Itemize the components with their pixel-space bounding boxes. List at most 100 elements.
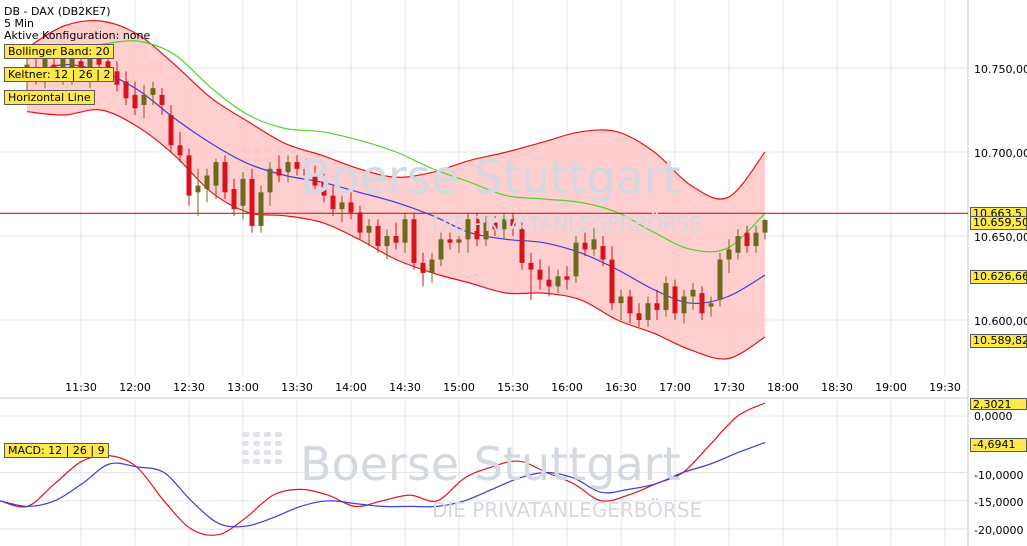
candle-body (303, 168, 309, 176)
candle-body (78, 61, 84, 72)
candle (537, 259, 543, 290)
middle-band-value: 10.626,66 (970, 270, 1027, 284)
candle-body (582, 242, 588, 250)
candle (465, 212, 471, 253)
candle-body (393, 236, 399, 243)
candle-body (618, 296, 624, 304)
candle-body (663, 283, 669, 310)
candle (177, 131, 183, 163)
candle (672, 279, 678, 320)
candle (564, 266, 570, 290)
time-tick: 12:30 (173, 381, 205, 394)
candle-body (681, 296, 687, 314)
watermark-logo-dot (275, 450, 282, 455)
bollinger-band-tag[interactable]: Bollinger Band: 20 (4, 44, 114, 59)
candle (600, 236, 606, 267)
candle (645, 296, 651, 327)
candle-body (717, 259, 723, 300)
candle-body (150, 88, 156, 95)
candle-body (672, 286, 678, 314)
candle (681, 289, 687, 324)
indicator-lines (0, 40, 968, 305)
candle-body (510, 219, 516, 226)
candle (591, 225, 597, 257)
candle (555, 269, 561, 294)
lower-band-value: 10.589,82 (970, 334, 1027, 348)
instrument-title: DB - DAX (DB2KE7) (4, 5, 111, 18)
candle-body (69, 57, 75, 72)
keltner-tag[interactable]: Keltner: 12 | 26 | 2 (4, 67, 115, 82)
macd-tick: -20,0000 (974, 524, 1024, 537)
candle-body (123, 81, 129, 99)
watermark-tagline: DIE PRIVATANLEGERBÖRSE (432, 212, 703, 236)
candle (573, 236, 579, 284)
candle-body (402, 219, 408, 243)
candle-body (87, 54, 93, 72)
time-tick: 15:00 (443, 381, 475, 394)
macd-tag[interactable]: MACD: 12 | 26 | 9 (4, 443, 109, 458)
candle-body (204, 175, 210, 189)
horizontal-line-tag[interactable]: Horizontal Line (4, 90, 95, 105)
candle (528, 252, 534, 300)
candle (474, 212, 480, 247)
candle-body (411, 219, 417, 263)
keltner-upper-line (100, 40, 766, 253)
macd-series (0, 402, 766, 536)
candlestick-series (24, 44, 768, 327)
watermark-brand: Boerse Stuttgart (300, 150, 681, 204)
candle-body (294, 162, 300, 169)
candle-body (483, 222, 489, 240)
candle (159, 88, 165, 116)
candle (690, 283, 696, 310)
candle (141, 84, 147, 119)
candle (708, 296, 714, 317)
candle-body (339, 202, 345, 210)
candle-body (456, 239, 462, 243)
candle (132, 81, 138, 116)
candle-body (492, 222, 498, 230)
candle (375, 219, 381, 253)
bollinger-lower-line (26, 109, 766, 360)
watermark-brand-2: Boerse Stuttgart (300, 437, 681, 491)
watermark-logo-dot (242, 441, 249, 446)
candle-body (276, 168, 282, 176)
candle-body (753, 232, 759, 247)
candle-body (141, 94, 147, 105)
candle (366, 219, 372, 247)
candle-body (132, 94, 138, 109)
candle (627, 289, 633, 324)
candle-body (474, 219, 480, 240)
candle (150, 81, 156, 105)
candle (726, 239, 732, 273)
candle (753, 225, 759, 253)
candle-body (348, 202, 354, 213)
candle (393, 222, 399, 250)
candle (348, 192, 354, 220)
candle (267, 162, 273, 206)
candle (384, 229, 390, 260)
candle (411, 212, 417, 270)
watermark-logo-dot (253, 459, 260, 464)
bollinger-upper-line (26, 19, 766, 200)
candle-body (177, 145, 183, 156)
candle-body (600, 246, 606, 260)
candle (123, 71, 129, 105)
candle (546, 266, 552, 297)
candle (285, 155, 291, 183)
watermark-logo-dot (275, 432, 282, 437)
bollinger-band-area (26, 19, 766, 360)
candle-body (357, 212, 363, 233)
time-tick: 12:00 (119, 381, 151, 394)
candle-body (384, 236, 390, 247)
candle (501, 212, 507, 240)
candle (258, 185, 264, 233)
candle (402, 212, 408, 253)
candle-body (465, 219, 471, 240)
candle-body (321, 182, 327, 196)
time-tick: 17:30 (713, 381, 745, 394)
candle-body (330, 195, 336, 210)
candle-body (735, 236, 741, 253)
signal-value: -4,6941 (970, 438, 1027, 452)
config-label: Aktive Konfiguration: none (4, 29, 151, 42)
watermark-logo-dot (253, 450, 260, 455)
